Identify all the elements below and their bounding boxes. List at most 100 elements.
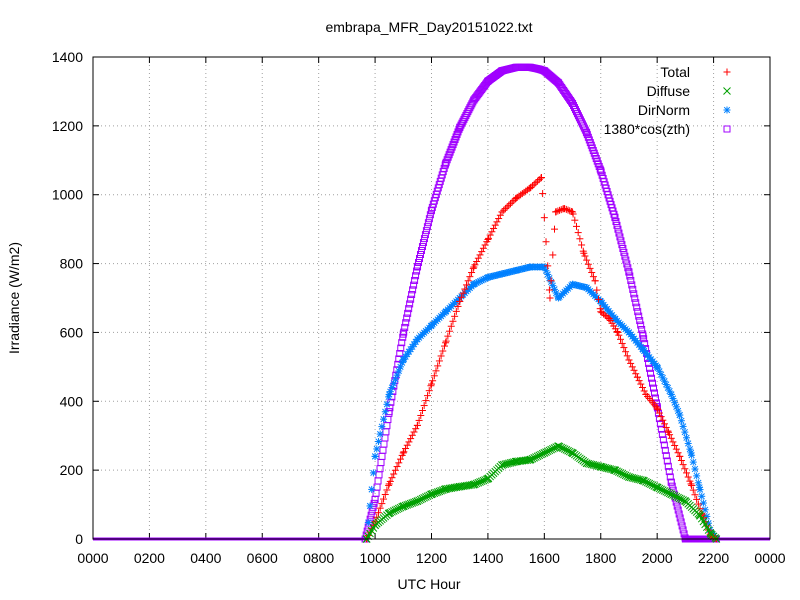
data-point (538, 174, 546, 181)
data-point (495, 215, 503, 223)
data-point (442, 160, 450, 168)
data-point (416, 251, 424, 259)
data-point (508, 198, 516, 206)
data-point (423, 223, 431, 231)
data-point (676, 452, 684, 460)
data-point (613, 221, 621, 229)
data-point (397, 344, 405, 352)
data-point (636, 317, 644, 325)
data-point (627, 276, 635, 284)
data-point (594, 295, 602, 303)
data-point (611, 213, 619, 221)
data-point (569, 99, 577, 107)
data-point (624, 264, 632, 272)
series-dirnorm (363, 263, 720, 543)
data-point (688, 481, 696, 489)
data-point (572, 222, 580, 230)
data-point (620, 344, 628, 352)
data-point (664, 428, 672, 436)
data-point (444, 332, 452, 340)
plot-frame (92, 56, 771, 540)
data-point (540, 67, 548, 75)
data-point (672, 445, 680, 453)
x-tick-label: 0000 (77, 550, 108, 566)
legend-label: 1380*cos(zth) (604, 121, 690, 137)
data-point (630, 290, 638, 298)
data-point (498, 270, 506, 278)
x-tick-label: 0600 (247, 550, 278, 566)
data-point (691, 491, 699, 499)
data-point (381, 434, 389, 442)
data-point (377, 459, 385, 467)
data-point (620, 248, 628, 256)
data-point (629, 285, 637, 293)
data-point (398, 339, 406, 347)
data-point (422, 397, 430, 405)
data-point (693, 495, 701, 503)
data-point (413, 421, 421, 429)
data-point (632, 370, 640, 378)
data-point (665, 468, 673, 476)
data-point (686, 445, 694, 453)
data-point (371, 452, 379, 460)
data-point (698, 492, 706, 500)
data-point (428, 322, 435, 330)
data-point (580, 124, 588, 132)
data-point (676, 514, 684, 522)
data-point (493, 218, 501, 226)
data-point (625, 473, 633, 481)
data-point (540, 263, 548, 271)
data-point (424, 219, 432, 227)
data-point (596, 462, 605, 471)
data-point (418, 243, 426, 251)
legend-marker (723, 106, 731, 114)
data-point (701, 506, 709, 514)
data-point (664, 427, 672, 435)
data-point (373, 445, 381, 453)
data-point (512, 63, 520, 71)
data-point (476, 251, 484, 259)
data-point (554, 79, 562, 87)
x-tick-label: 1200 (416, 550, 447, 566)
data-point (580, 249, 588, 257)
data-point (615, 229, 623, 237)
data-point (470, 96, 478, 104)
data-point (503, 203, 511, 211)
data-point (699, 499, 707, 507)
y-tick-label: 800 (60, 256, 84, 272)
data-point (406, 300, 414, 308)
data-point (413, 497, 422, 505)
data-point (411, 276, 419, 284)
data-point (623, 260, 631, 268)
data-point (540, 449, 549, 457)
data-point (484, 234, 492, 242)
data-point (410, 428, 418, 436)
data-point (677, 518, 685, 526)
data-point (380, 415, 388, 423)
data-point (456, 297, 464, 305)
data-point (404, 309, 412, 317)
data-point (378, 500, 386, 508)
y-tick-label: 400 (60, 393, 84, 409)
data-point (379, 446, 387, 454)
data-point (409, 286, 417, 294)
y-axis-label: Irradiance (W/m2) (6, 242, 22, 354)
data-point (554, 294, 562, 302)
data-point (417, 247, 425, 255)
data-point (428, 380, 435, 388)
data-point (449, 317, 457, 325)
data-point (526, 63, 534, 71)
data-point (668, 482, 676, 490)
data-point (614, 225, 622, 233)
data-point (512, 266, 520, 274)
data-point (530, 180, 538, 188)
data-point (395, 459, 403, 467)
data-point (462, 281, 470, 289)
data-point (367, 511, 375, 519)
data-point (470, 263, 478, 271)
data-point (694, 479, 702, 487)
data-point (653, 483, 662, 492)
data-point (382, 428, 390, 436)
data-point (369, 469, 377, 477)
data-point (633, 303, 641, 311)
